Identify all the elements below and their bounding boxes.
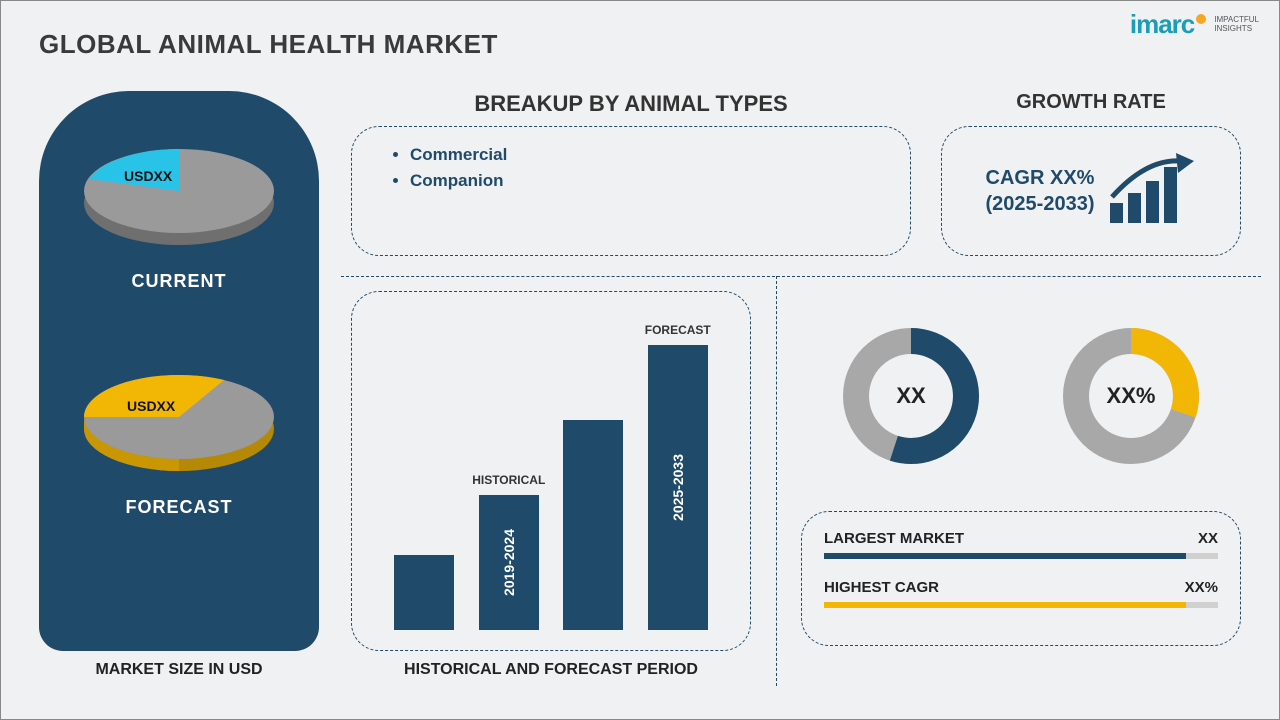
stat-row-0: LARGEST MARKET XX <box>824 530 1218 559</box>
historical-panel: HISTORICAL 2019-2024 FORECAST 2025-2033 <box>351 291 751 651</box>
breakup-panel: Commercial Companion <box>351 126 911 256</box>
list-item: Commercial <box>410 145 880 165</box>
market-size-caption: MARKET SIZE IN USD <box>39 661 319 679</box>
stat-1-value: XX% <box>1185 579 1218 596</box>
stat-0-label: LARGEST MARKET <box>824 530 964 547</box>
pie-current-chart: USDXX <box>69 121 289 261</box>
bar-3-toplabel: FORECAST <box>645 323 711 337</box>
stat-1-label: HIGHEST CAGR <box>824 579 939 596</box>
page-title: GLOBAL ANIMAL HEALTH MARKET <box>39 29 498 60</box>
growth-title: GROWTH RATE <box>941 91 1241 114</box>
stat-1-track <box>824 602 1218 608</box>
bar-1-inlabel: 2019-2024 <box>501 529 517 596</box>
bar-chart: HISTORICAL 2019-2024 FORECAST 2025-2033 <box>382 330 720 630</box>
bar-2 <box>563 420 623 630</box>
breakup-title: BREAKUP BY ANIMAL TYPES <box>351 91 911 117</box>
growth-line1: CAGR XX% <box>986 167 1095 189</box>
growth-chart-icon <box>1106 151 1196 231</box>
market-size-panel: USDXX CURRENT USDXX FORECAST <box>39 91 319 651</box>
growth-text: CAGR XX% (2025-2033) <box>986 165 1095 217</box>
growth-panel: CAGR XX% (2025-2033) <box>941 126 1241 256</box>
logo-text: imarc <box>1130 9 1194 40</box>
divider-vertical <box>776 276 777 686</box>
pie-current-value: USDXX <box>124 168 173 184</box>
logo-tagline: IMPACTFUL INSIGHTS <box>1214 16 1259 33</box>
pie-forecast-value: USDXX <box>127 398 176 414</box>
stat-panel: LARGEST MARKET XX HIGHEST CAGR XX% <box>801 511 1241 646</box>
bar-1-toplabel: HISTORICAL <box>472 473 545 487</box>
historical-caption: HISTORICAL AND FORECAST PERIOD <box>351 661 751 679</box>
donut-0: XX <box>836 321 986 471</box>
stat-1-fill <box>824 602 1186 608</box>
pie-forecast-chart: USDXX <box>69 347 289 487</box>
stat-row-1: HIGHEST CAGR XX% <box>824 579 1218 608</box>
growth-line2: (2025-2033) <box>986 193 1095 215</box>
logo-tagline-2: INSIGHTS <box>1214 24 1252 33</box>
donut-0-center: XX <box>836 321 986 471</box>
stat-0-value: XX <box>1198 530 1218 547</box>
brand-logo: imarc IMPACTFUL INSIGHTS <box>1130 9 1259 40</box>
stat-0-fill <box>824 553 1186 559</box>
donut-1: XX% <box>1056 321 1206 471</box>
breakup-list: Commercial Companion <box>382 145 880 191</box>
list-item: Companion <box>410 171 880 191</box>
pie-forecast-wrap: USDXX FORECAST <box>39 347 319 518</box>
stat-0-track <box>824 553 1218 559</box>
pie-current-label: CURRENT <box>132 271 227 292</box>
pie-current-wrap: USDXX CURRENT <box>39 121 319 292</box>
pie-forecast-label: FORECAST <box>126 497 233 518</box>
bar-1: HISTORICAL 2019-2024 <box>479 495 539 630</box>
donut-1-center: XX% <box>1056 321 1206 471</box>
logo-dot-icon <box>1196 14 1206 24</box>
bar-0 <box>394 555 454 630</box>
bar-3-inlabel: 2025-2033 <box>670 454 686 521</box>
donut-row: XX XX% <box>801 321 1241 471</box>
divider-horizontal <box>341 276 1261 277</box>
bar-3: FORECAST 2025-2033 <box>648 345 708 630</box>
